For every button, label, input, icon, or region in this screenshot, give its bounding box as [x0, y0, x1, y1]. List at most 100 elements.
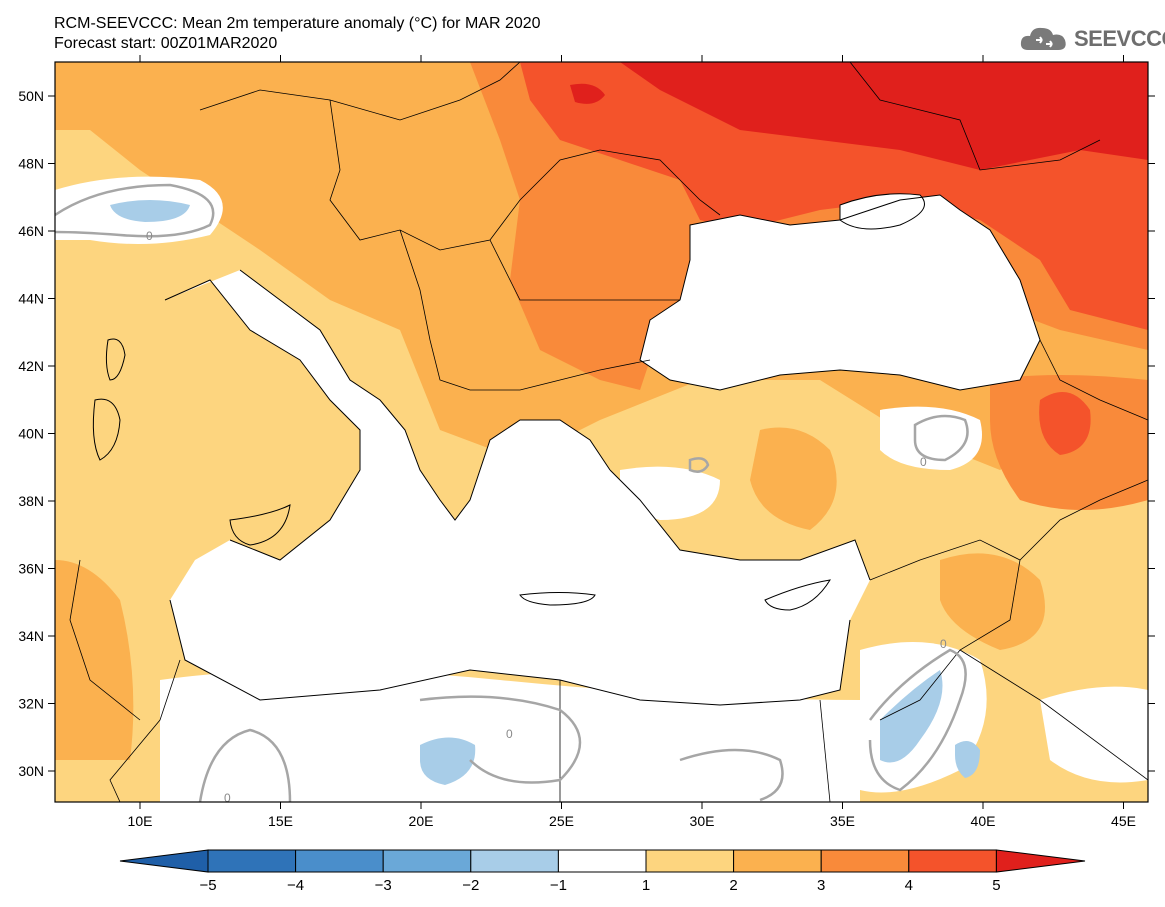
- anomaly-negative-libya: [420, 737, 476, 785]
- lat-label: 50N: [18, 88, 44, 104]
- lon-label: 45E: [1111, 813, 1136, 829]
- border-line-3: [399, 229, 651, 391]
- zero-contour-alps: [55, 183, 215, 238]
- colorbar-segment: [207, 849, 297, 873]
- azov-sea: [840, 193, 925, 229]
- border-line-6: [849, 62, 1101, 171]
- italy-coastline: [164, 279, 361, 561]
- colorbar-max-arrow: [995, 849, 1086, 873]
- lat-label: 32N: [18, 696, 44, 712]
- zero-contour-turkey: [913, 414, 969, 462]
- colorbar-tick-label: 5: [992, 877, 1000, 894]
- lat-label: 44N: [18, 291, 44, 307]
- anomaly-band-4-5-caucasus: [1039, 392, 1091, 455]
- anomaly-negative-saudi: [955, 741, 980, 778]
- colorbar-tick-label: 1: [642, 877, 650, 894]
- lon-label: 15E: [268, 813, 293, 829]
- lat-label: 36N: [18, 561, 44, 577]
- border-line-2: [329, 99, 601, 251]
- lon-label: 25E: [549, 813, 574, 829]
- contour-label-1: 0: [146, 229, 153, 243]
- colorbar-tick-label: 3: [817, 877, 825, 894]
- zero-contour-libya: [198, 728, 292, 802]
- contour-label-5: 0: [224, 791, 231, 805]
- lat-label: 34N: [18, 628, 44, 644]
- border-line-5: [599, 149, 721, 216]
- lat-label: 42N: [18, 358, 44, 374]
- lat-label: 40N: [18, 426, 44, 442]
- contour-label-3: 0: [506, 727, 513, 741]
- border-line-4: [489, 239, 680, 301]
- contour-labels: 0 0 0 0 0: [146, 229, 947, 805]
- colorbar-tick-label: −5: [199, 877, 216, 894]
- lat-label: 46N: [18, 223, 44, 239]
- zero-contour-libya-2: [419, 695, 582, 784]
- colorbar-segment: [645, 849, 735, 873]
- anomaly-band-2-3-africa: [55, 560, 134, 760]
- corsica-outline: [105, 338, 126, 381]
- colorbar-segment: [908, 849, 997, 873]
- lat-label: 48N: [18, 156, 44, 172]
- black-sea: [640, 195, 1040, 390]
- colorbar-segment: [470, 849, 559, 873]
- anomaly-negative-jordan: [880, 670, 943, 763]
- colorbar: −5 −4 −3 −2 −1 1 2 3 4 5: [119, 849, 1086, 894]
- anomaly-band-2-3-syria: [940, 553, 1045, 650]
- border-line-11: [819, 699, 831, 802]
- lon-label: 40E: [971, 813, 996, 829]
- anomaly-negative-alps: [110, 200, 190, 222]
- colorbar-segment: [382, 849, 472, 873]
- border-line-14: [69, 559, 141, 721]
- seevccc-logo: SEEVCCC: [1018, 24, 1165, 54]
- turkey-coastline: [609, 469, 871, 581]
- colorbar-segment: [557, 849, 647, 873]
- colorbar-segment: [733, 849, 822, 873]
- colorbar-tick-label: −2: [462, 877, 479, 894]
- border-line-13: [109, 659, 181, 802]
- sicily-outline: [229, 504, 291, 546]
- contour-label-2: 0: [920, 455, 927, 469]
- colorbar-tick-label: −1: [550, 877, 567, 894]
- anomaly-neutral-arabia: [1040, 686, 1148, 783]
- title-line-2: Forecast start: 00Z01MAR2020: [54, 35, 278, 52]
- mediterranean-sea: [165, 270, 870, 705]
- border-line-1: [199, 62, 521, 121]
- border-line-10: [959, 649, 1148, 781]
- chart-title: RCM-SEEVCCC: Mean 2m temperature anomaly…: [54, 14, 541, 54]
- longitude-axis: 10E 15E 20E 25E 30E 35E 40E 45E: [128, 55, 1136, 829]
- colorbar-tick-label: −3: [375, 877, 392, 894]
- colorbar-segment: [820, 849, 910, 873]
- zero-contour-egypt: [679, 748, 784, 802]
- anomaly-field: [55, 62, 1148, 802]
- sardinia-outline: [92, 398, 121, 461]
- colorbar-tick-label: −4: [287, 877, 304, 894]
- cloud-icon: [1020, 27, 1066, 50]
- borders: [69, 62, 1148, 802]
- anomaly-band-2-3-turkey: [750, 427, 837, 530]
- title-line-1: RCM-SEEVCCC: Mean 2m temperature anomaly…: [54, 15, 541, 32]
- colorbar-segment: [295, 849, 384, 873]
- anomaly-band-above-5-west: [570, 83, 605, 104]
- crete-outline: [519, 592, 596, 606]
- lon-label: 20E: [409, 813, 434, 829]
- azov-coastline: [839, 193, 925, 230]
- anomaly-band-above-5: [620, 62, 1148, 170]
- zero-contours: [55, 183, 969, 802]
- zero-contour-anatolia: [688, 457, 710, 473]
- cyprus-outline: [764, 579, 831, 611]
- colorbar-tick-label: 4: [905, 877, 913, 894]
- latitude-axis: 50N 48N 46N 44N 42N 40N 38N 36N 34N 32N 30N: [18, 88, 1155, 779]
- balkan-coastline: [239, 269, 611, 521]
- coastlines: [92, 193, 1041, 706]
- logo-text: SEEVCCC: [1074, 26, 1165, 51]
- zero-contour-levant: [868, 648, 967, 792]
- colorbar-tick-label: 2: [729, 877, 737, 894]
- colorbar-min-arrow: [119, 849, 209, 873]
- lon-label: 35E: [830, 813, 855, 829]
- map-frame: [54, 61, 1149, 803]
- border-line-7: [1039, 339, 1148, 421]
- lat-label: 38N: [18, 493, 44, 509]
- black-sea-coastline: [639, 194, 1041, 391]
- lat-label: 30N: [18, 763, 44, 779]
